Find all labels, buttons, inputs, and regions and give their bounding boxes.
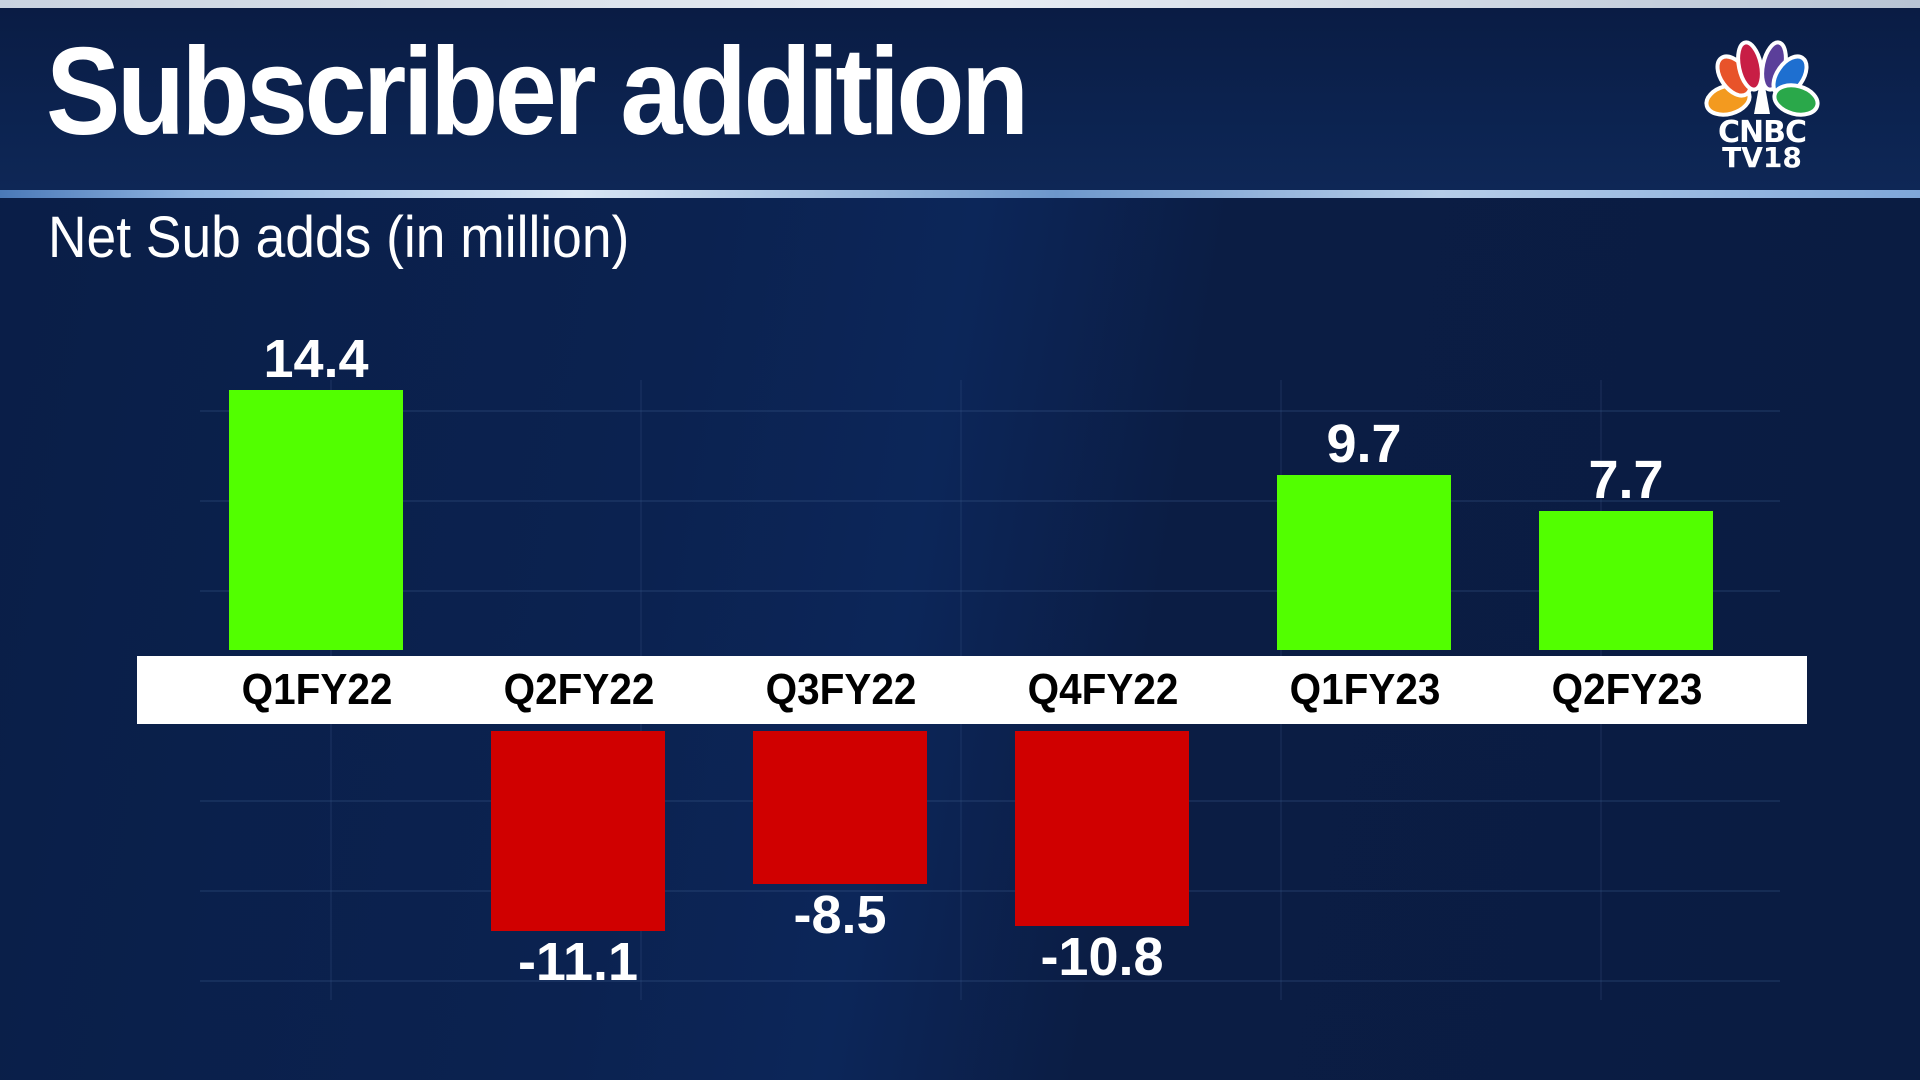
title-divider <box>0 190 1920 198</box>
bar-q3fy22 <box>753 731 927 885</box>
title-band <box>0 8 1920 190</box>
bar-value-label: 7.7 <box>1588 450 1664 510</box>
logo-text-tv18: TV18 <box>1722 141 1802 174</box>
bar-value-label: 14.4 <box>263 329 369 390</box>
bar-q2fy23 <box>1539 511 1713 650</box>
category-label: Q2FY22 <box>503 665 655 714</box>
top-strip <box>0 0 1920 8</box>
cnbc-tv18-logo: CNBC TV18 <box>1700 40 1824 174</box>
bar-value-label: -11.1 <box>517 932 639 993</box>
bar-q1fy23 <box>1277 474 1451 650</box>
chart-title: Subscriber addition <box>46 23 1029 161</box>
category-label: Q1FY23 <box>1289 665 1441 714</box>
bar-q1fy22 <box>229 390 403 650</box>
logo-text-cnbc: CNBC <box>1717 115 1807 150</box>
bar-value-label: -10.8 <box>1040 926 1164 987</box>
category-label: Q3FY22 <box>765 665 917 714</box>
bar-q2fy22 <box>491 731 665 932</box>
category-label: Q1FY22 <box>241 665 393 714</box>
bar-value-label: -8.5 <box>793 885 887 946</box>
category-label: Q4FY22 <box>1027 665 1179 714</box>
chart-subtitle: Net Sub adds (in million) <box>48 205 630 270</box>
category-axis-band <box>137 656 1807 724</box>
bar-q4fy22 <box>1015 731 1189 926</box>
peacock-logo-icon <box>1704 40 1820 117</box>
category-label: Q2FY23 <box>1551 665 1703 714</box>
bar-value-label: 9.7 <box>1326 413 1402 474</box>
